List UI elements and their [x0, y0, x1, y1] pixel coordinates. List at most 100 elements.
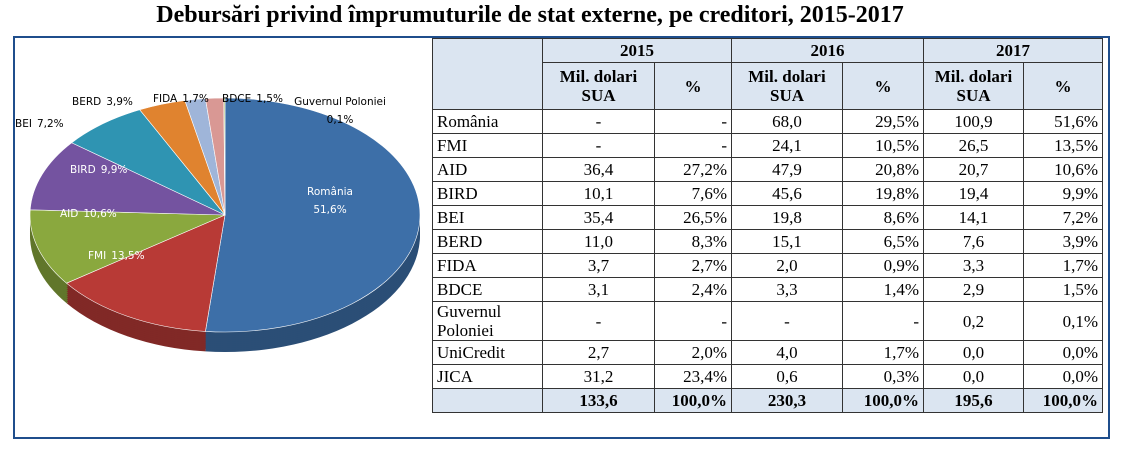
slice-label: România [307, 186, 353, 198]
cell: 27,2% [654, 157, 732, 182]
slice-label-group: AID 10,6% [60, 208, 117, 220]
slice-value-label: 9,9% [101, 164, 128, 176]
cell: 11,0 [542, 229, 655, 254]
cell: 24,1 [731, 133, 843, 158]
table-row: BIRD 10,1 7,6% 45,6 19,8% 19,4 9,9% [432, 181, 1103, 206]
slice [29, 209, 226, 284]
cell: 10,6% [1023, 157, 1103, 182]
slice-label-group: FMI 13,5% [88, 250, 145, 262]
cell: Mil. dolari SUA [542, 62, 655, 110]
cell: 31,2 [542, 364, 655, 389]
slice-label: AID [60, 208, 78, 220]
slice-label: FIDA [153, 93, 178, 105]
cell: UniCredit [432, 340, 543, 365]
slice [29, 142, 226, 216]
cell: 3,1 [542, 277, 655, 302]
cell: 20,8% [842, 157, 924, 182]
cell: 0,2 [923, 301, 1024, 341]
cell: 19,8% [842, 181, 924, 206]
cell: 26,5% [654, 205, 732, 230]
table-row: UniCredit 2,7 2,0% 4,0 1,7% 0,0 0,0% [432, 340, 1103, 365]
title: Debursări privind împrumuturile de stat … [156, 2, 904, 28]
slice-value-label: 3,9% [106, 96, 133, 108]
cell: 20,7 [923, 157, 1024, 182]
slice-label: BEI [15, 118, 32, 130]
cell: 1,4% [842, 277, 924, 302]
cell: 6,5% [842, 229, 924, 254]
cell: 3,7 [542, 253, 655, 278]
slice-label: BDCE [222, 93, 251, 105]
cell: 3,9% [1023, 229, 1103, 254]
cell: Mil. dolari SUA [923, 62, 1024, 110]
cell: 0,3% [842, 364, 924, 389]
slice [65, 214, 226, 332]
slice-value-label: 13,5% [111, 250, 144, 262]
cell: 230,3 [731, 388, 843, 413]
cell: 51,6% [1023, 109, 1103, 134]
cell: % [654, 62, 732, 110]
cell: 8,6% [842, 205, 924, 230]
slice-label: BERD [72, 96, 101, 108]
cell [432, 388, 543, 413]
table-row: România - -68,0 29,5% 100,9 51,6% [432, 109, 1103, 134]
cell: 0,0 [923, 340, 1024, 365]
cell: - [654, 133, 732, 158]
year-row: 2015 2016 2017 [432, 38, 1103, 110]
cell: 9,9% [1023, 181, 1103, 206]
cell: 15,1 [731, 229, 843, 254]
table-row: JICA 31,2 23,4% 0,6 0,3% 0,0 0,0% [432, 364, 1103, 389]
cell: 2016 [731, 38, 924, 63]
slice-label-group: BERD 3,9% [72, 96, 133, 108]
cell: JICA [432, 364, 543, 389]
table-row: BDCE 3,1 2,4% 3,3 1,4% 2,9 1,5% [432, 277, 1103, 302]
cell: 4,0 [731, 340, 843, 365]
cell: - [542, 301, 655, 341]
slice-value-label: 10,6% [83, 208, 116, 220]
cell: - [654, 301, 732, 341]
cell: 3,3 [923, 253, 1024, 278]
table-row: FMI - -24,1 10,5% 26,5 13,5% [432, 133, 1103, 158]
cell: - [654, 109, 732, 134]
slice-value-label: 0,1% [327, 114, 354, 126]
cell: 2,9 [923, 277, 1024, 302]
cell: 7,6 [923, 229, 1024, 254]
table-row: BERD 11,0 8,3% 15,1 6,5% 7,6 3,9% [432, 229, 1103, 254]
cell: 29,5% [842, 109, 924, 134]
cell: 100,0% [1023, 388, 1103, 413]
cell: 13,5% [1023, 133, 1103, 158]
slice-label-group: FIDA 1,7% [153, 93, 209, 105]
cell: 10,5% [842, 133, 924, 158]
slice-label-group: BDCE 1,5% [222, 93, 283, 105]
slice-value-label: 1,7% [182, 93, 209, 105]
cell: 0,0% [1023, 364, 1103, 389]
slice-label-group: BIRD 9,9% [70, 164, 127, 176]
cell: 2015 [542, 38, 732, 63]
cell: 2,0% [654, 340, 732, 365]
cell: FIDA [432, 253, 543, 278]
cell: 0,1% [1023, 301, 1103, 341]
cell: % [842, 62, 924, 110]
cell: 45,6 [731, 181, 843, 206]
cell: 3,3 [731, 277, 843, 302]
slice-value-label: 7,2% [37, 118, 64, 130]
cell: BDCE [432, 277, 543, 302]
cell: - [731, 301, 843, 341]
total-row: 133,6 100,0% 230,3 100,0% 195,6 100,0% [432, 388, 1103, 413]
cell: România [432, 109, 543, 134]
cell: 7,2% [1023, 205, 1103, 230]
cell: 8,3% [654, 229, 732, 254]
cell: 26,5 [923, 133, 1024, 158]
cell: 0,0% [1023, 340, 1103, 365]
cell: 100,9 [923, 109, 1024, 134]
cell: 23,4% [654, 364, 732, 389]
table-row: AID 36,4 27,2% 47,9 20,8% 20,7 10,6% [432, 157, 1103, 182]
subheader-row: Mil. dolari SUA% Mil. dolari SUA% Mil. dol… [433, 62, 1103, 110]
cell: BEI [432, 205, 543, 230]
cell: 195,6 [923, 388, 1024, 413]
slice-value-label: 1,5% [256, 93, 283, 105]
cell: BIRD [432, 181, 543, 206]
cell: Guvernul Poloniei [432, 301, 543, 341]
cell: 0,0 [923, 364, 1024, 389]
cell: 19,4 [923, 181, 1024, 206]
